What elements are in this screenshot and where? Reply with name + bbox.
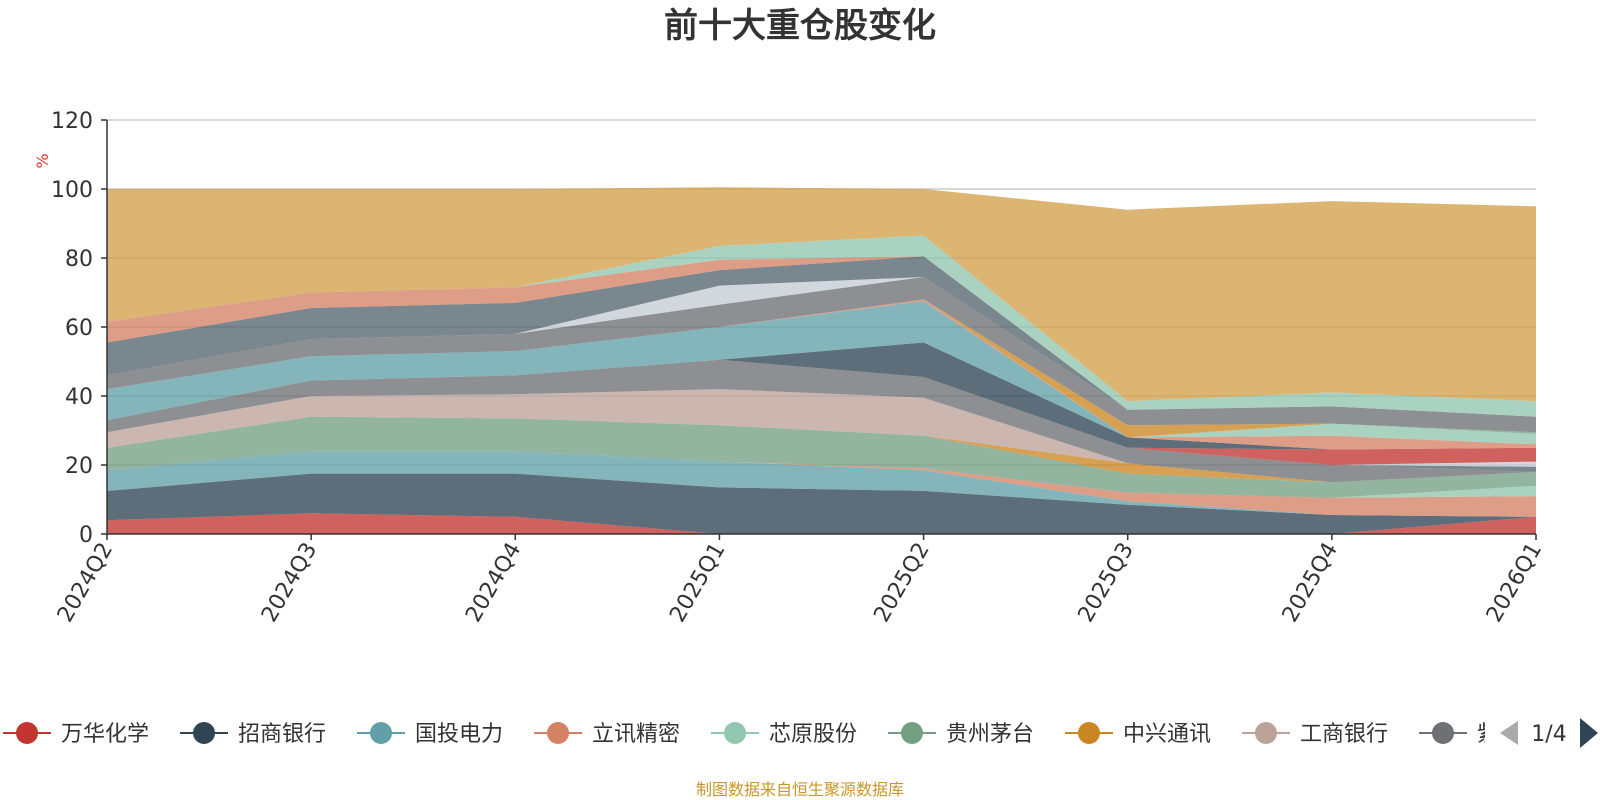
area-series-26 [107,187,1536,402]
x-tick-label: 2024Q3 [257,539,322,627]
legend-circle-icon [193,722,215,744]
area-series-25 [107,235,1536,417]
area-series-9 [107,359,1536,483]
legend-circle-icon [901,722,923,744]
x-tick-label: 2024Q2 [53,539,118,627]
x-tick-label: 2024Q4 [461,539,526,627]
area-series-12 [107,359,1536,465]
area-series-13 [107,342,1536,450]
legend-circle-icon [370,722,392,744]
legend-prev-page-icon[interactable] [1500,721,1518,745]
legend-item[interactable]: 贵州茅台 [888,722,1034,747]
legend-item[interactable]: 紫金矿业 [1419,722,1565,747]
legend: 万华化学 招商银行 国投电力 立讯精密 芯原股份 贵州茅台 中兴通讯 工商银行 紫金矿业 [3,722,1565,747]
legend-item[interactable]: 国投电力 [357,722,503,747]
legend-label: 国投电力 [415,722,503,747]
legend-pager: 1/4 [1500,718,1598,748]
legend-item[interactable]: 中兴通讯 [1065,722,1211,747]
y-tick-label: 0 [79,523,93,548]
y-tick-label: 40 [65,385,93,410]
chart-title: 前十大重仓股变化 [664,6,936,46]
legend-item[interactable]: 招商银行 [180,722,326,747]
x-tick-label: 2025Q1 [665,539,730,627]
area-series-24 [107,256,1536,417]
y-tick-label: 60 [65,316,93,341]
legend-item[interactable]: 工商银行 [1242,722,1388,747]
data-source-note: 制图数据来自恒生聚源数据库 [696,780,904,799]
x-tick-label: 2025Q3 [1074,539,1139,627]
y-axis-label: % [33,153,52,168]
legend-item[interactable]: 芯原股份 [711,722,857,747]
legend-label: 紫金矿业 [1477,722,1565,747]
area-series-16 [107,299,1536,445]
legend-circle-icon [547,722,569,744]
y-tick-label: 80 [65,247,93,272]
x-tick-label: 2025Q2 [869,539,934,627]
area-series-14 [107,301,1536,450]
legend-circle-icon [724,722,746,744]
area-series-20 [107,277,1536,433]
area-series-6 [107,416,1536,498]
x-tick-label: 2026Q1 [1482,539,1547,627]
area-series-23 [107,256,1536,417]
legend-next-page-icon[interactable] [1580,718,1598,748]
legend-page-indicator: 1/4 [1531,722,1566,747]
legend-label: 立讯精密 [592,722,680,747]
y-tick-label: 20 [65,454,93,479]
legend-item[interactable]: 万华化学 [3,722,149,747]
area-series-group [107,187,1536,534]
y-tick-label: 120 [51,109,93,134]
legend-label: 招商银行 [238,722,326,747]
legend-label: 万华化学 [61,722,149,747]
legend-circle-icon [1432,722,1454,744]
area-series-2 [107,473,1536,534]
legend-item[interactable]: 立讯精密 [534,722,680,747]
area-series-8 [107,389,1536,483]
legend-circle-icon [1255,722,1277,744]
area-series-3 [107,451,1536,517]
legend-circle-icon [1078,722,1100,744]
legend-label: 芯原股份 [769,722,857,747]
y-tick-label: 100 [51,178,93,203]
legend-circle-icon [16,722,38,744]
area-series-4 [107,451,1536,517]
x-tick-label: 2025Q4 [1278,539,1343,627]
legend-label: 中兴通讯 [1123,722,1211,747]
area-series-1 [107,513,1536,534]
legend-label: 工商银行 [1300,722,1388,747]
legend-label: 贵州茅台 [946,722,1034,747]
